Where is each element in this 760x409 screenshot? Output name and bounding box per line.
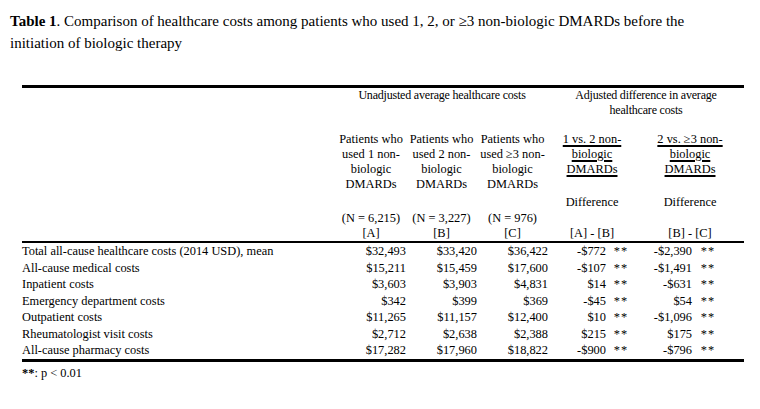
cost-a: $17,282 <box>336 342 406 360</box>
diff-bc: -$631 <box>636 276 692 293</box>
diff-ab: -$772 <box>548 242 606 260</box>
sig-ab: ** <box>606 276 636 293</box>
diff-ab: $215 <box>548 326 606 343</box>
cost-a: $32,493 <box>336 242 406 260</box>
diff-ab: $10 <box>548 309 606 326</box>
column-header-1-vs-2: 1 vs. 2 non- biologic DMARDs <box>548 132 636 194</box>
sig-ab: ** <box>606 242 636 260</box>
cost-a: $2,712 <box>336 326 406 343</box>
table-caption: Table 1. Comparison of healthcare costs … <box>10 10 732 54</box>
sig-ab: ** <box>606 326 636 343</box>
row-label: All-cause pharmacy costs <box>22 342 336 360</box>
diff-bc: -$1,096 <box>636 309 692 326</box>
sig-ab: ** <box>606 260 636 277</box>
bracket-label-a: [A] <box>336 226 406 242</box>
sig-bc: ** <box>692 242 744 260</box>
cost-c: $369 <box>477 293 548 310</box>
cost-b: $2,638 <box>406 326 477 343</box>
diff-bc: -$2,390 <box>636 242 692 260</box>
empty-cell <box>22 226 336 242</box>
diff-bc: -$796 <box>636 342 692 360</box>
table-row-total-all-cause: Total all-cause healthcare costs (2014 U… <box>22 242 744 260</box>
bracket-label-b-minus-c: [B] - [C] <box>636 226 744 242</box>
cost-b: $399 <box>406 293 477 310</box>
n-label-c: (N = 976) <box>477 210 548 226</box>
sig-bc: ** <box>692 309 744 326</box>
n-label-b: (N = 3,227) <box>406 210 477 226</box>
bracket-label-a-minus-b: [A] - [B] <box>548 226 636 242</box>
sig-bc: ** <box>692 342 744 360</box>
cost-c: $36,422 <box>477 242 548 260</box>
empty-cell <box>22 194 548 210</box>
row-label: Emergency department costs <box>22 293 336 310</box>
cost-b: $33,420 <box>406 242 477 260</box>
row-label: Inpatient costs <box>22 276 336 293</box>
row-label: Total all-cause healthcare costs (2014 U… <box>22 242 336 260</box>
cost-a: $11,265 <box>336 309 406 326</box>
group-header-unadjusted: Unadjusted average healthcare costs <box>336 87 548 133</box>
diff-bc: -$1,491 <box>636 260 692 277</box>
empty-cell <box>22 87 336 133</box>
row-label: All-cause medical costs <box>22 260 336 277</box>
column-header-1-dmard: Patients who used 1 non- biologic DMARDs <box>336 132 406 194</box>
table-row-rheumatologist: Rheumatologist visit costs $2,712 $2,638… <box>22 326 744 343</box>
footnote-stars: ** <box>22 366 34 380</box>
bracket-label-b: [B] <box>406 226 477 242</box>
row-label: Outpatient costs <box>22 309 336 326</box>
difference-label-row: Difference Difference <box>22 194 744 210</box>
empty-cell <box>548 210 744 226</box>
table-row-emergency: Emergency department costs $342 $399 $36… <box>22 293 744 310</box>
table-row-outpatient: Outpatient costs $11,265 $11,157 $12,400… <box>22 309 744 326</box>
sample-size-row: (N = 6,215) (N = 3,227) (N = 976) <box>22 210 744 226</box>
cost-a: $3,603 <box>336 276 406 293</box>
diff-bc: $54 <box>636 293 692 310</box>
diff-ab: -$45 <box>548 293 606 310</box>
cost-c: $17,600 <box>477 260 548 277</box>
column-header-3plus-dmard: Patients who used ≥3 non- biologic DMARD… <box>477 132 548 194</box>
group-header-adjusted: Adjusted difference in average healthcar… <box>548 87 744 133</box>
cost-b: $15,459 <box>406 260 477 277</box>
cost-b: $3,903 <box>406 276 477 293</box>
cost-c: $18,822 <box>477 342 548 360</box>
diff-ab: -$107 <box>548 260 606 277</box>
bracket-label-c: [C] <box>477 226 548 242</box>
table-caption-number: Table 1 <box>10 13 57 29</box>
sig-bc: ** <box>692 276 744 293</box>
table-row-all-cause-medical: All-cause medical costs $15,211 $15,459 … <box>22 260 744 277</box>
row-label: Rheumatologist visit costs <box>22 326 336 343</box>
sig-bc: ** <box>692 260 744 277</box>
table-row-inpatient: Inpatient costs $3,603 $3,903 $4,831 $14… <box>22 276 744 293</box>
sig-bc: ** <box>692 326 744 343</box>
column-header-2-dmard: Patients who used 2 non- biologic DMARDs <box>406 132 477 194</box>
cost-c: $12,400 <box>477 309 548 326</box>
sig-ab: ** <box>606 309 636 326</box>
cost-c: $2,388 <box>477 326 548 343</box>
diff-ab: -$900 <box>548 342 606 360</box>
empty-cell <box>22 132 336 194</box>
difference-label-ab: Difference <box>548 194 636 210</box>
group-header-row: Unadjusted average healthcare costs Adju… <box>22 87 744 133</box>
diff-bc: $175 <box>636 326 692 343</box>
empty-cell <box>22 210 336 226</box>
sig-bc: ** <box>692 293 744 310</box>
difference-label-bc: Difference <box>636 194 744 210</box>
sig-ab: ** <box>606 293 636 310</box>
table-row-all-cause-pharmacy: All-cause pharmacy costs $17,282 $17,960… <box>22 342 744 360</box>
cost-b: $11,157 <box>406 309 477 326</box>
footnote-text: : p < 0.01 <box>34 366 82 380</box>
diff-ab: $14 <box>548 276 606 293</box>
table-footnote: **: p < 0.01 <box>22 365 760 381</box>
healthcare-costs-table: Unadjusted average healthcare costs Adju… <box>22 85 744 362</box>
page: Table 1. Comparison of healthcare costs … <box>0 10 760 381</box>
column-header-2-vs-3: 2 vs. ≥3 non- biologic DMARDs <box>636 132 744 194</box>
cost-a: $15,211 <box>336 260 406 277</box>
cost-c: $4,831 <box>477 276 548 293</box>
bracket-label-row: [A] [B] [C] [A] - [B] [B] - [C] <box>22 226 744 242</box>
sig-ab: ** <box>606 342 636 360</box>
column-header-row: Patients who used 1 non- biologic DMARDs… <box>22 132 744 194</box>
cost-b: $17,960 <box>406 342 477 360</box>
n-label-a: (N = 6,215) <box>336 210 406 226</box>
cost-a: $342 <box>336 293 406 310</box>
table-caption-text: . Comparison of healthcare costs among p… <box>10 13 684 51</box>
